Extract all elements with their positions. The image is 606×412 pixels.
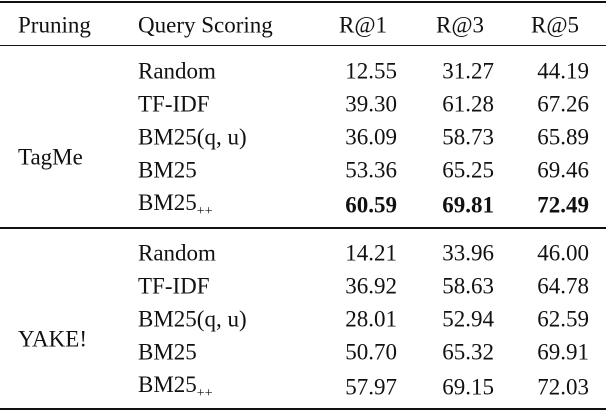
column-header: Query Scoring	[138, 12, 273, 38]
score: 28.01	[345, 306, 397, 332]
query-scoring: BM25++	[138, 190, 213, 219]
query-scoring: BM25(q, u)	[138, 306, 247, 332]
column-header: R@1	[338, 12, 388, 38]
header-rule	[0, 45, 606, 46]
subscript: ++	[196, 386, 213, 401]
column-header: R@5	[530, 12, 580, 38]
query-scoring: BM25	[138, 157, 197, 183]
score: 58.73	[442, 124, 494, 150]
query-scoring: Random	[138, 240, 216, 266]
score: 12.55	[345, 58, 397, 84]
score: 69.15	[442, 374, 494, 400]
score: 67.26	[537, 91, 589, 117]
top-rule	[0, 1, 606, 3]
score: 31.27	[442, 58, 494, 84]
score: 50.70	[345, 339, 397, 365]
score: 69.91	[537, 339, 589, 365]
score: 36.92	[345, 273, 397, 299]
score: 65.89	[537, 124, 589, 150]
query-scoring: BM25(q, u)	[138, 124, 247, 150]
score: 57.97	[345, 374, 397, 400]
group-rule	[0, 227, 606, 229]
query-scoring: BM25++	[138, 372, 213, 401]
pruning-method: YAKE!	[18, 326, 87, 352]
score: 46.00	[537, 240, 589, 266]
score: 72.03	[537, 374, 589, 400]
score: 14.21	[345, 240, 397, 266]
pruning-method: TagMe	[18, 144, 83, 170]
bottom-rule	[0, 408, 606, 410]
score: 53.36	[345, 157, 397, 183]
column-header: R@3	[435, 12, 485, 38]
score: 69.81	[442, 192, 494, 218]
score: 61.28	[442, 91, 494, 117]
score: 58.63	[442, 273, 494, 299]
score: 39.30	[345, 91, 397, 117]
query-scoring: Random	[138, 58, 216, 84]
score: 36.09	[345, 124, 397, 150]
query-scoring: TF-IDF	[138, 91, 210, 117]
score: 64.78	[537, 273, 589, 299]
score: 33.96	[442, 240, 494, 266]
score: 65.32	[442, 339, 494, 365]
score: 72.49	[537, 192, 589, 218]
score: 44.19	[537, 58, 589, 84]
query-scoring: TF-IDF	[138, 273, 210, 299]
column-header: Pruning	[18, 12, 91, 38]
score: 60.59	[345, 192, 397, 218]
score: 65.25	[442, 157, 494, 183]
query-scoring: BM25	[138, 339, 197, 365]
score: 62.59	[537, 306, 589, 332]
subscript: ++	[196, 204, 213, 219]
score: 52.94	[442, 306, 494, 332]
score: 69.46	[537, 157, 589, 183]
